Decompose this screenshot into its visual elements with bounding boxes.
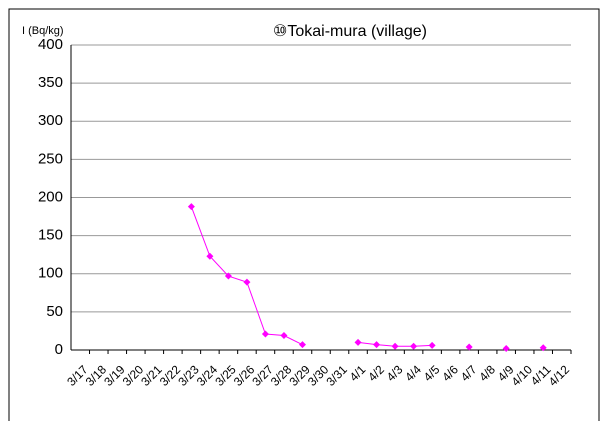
series-line	[190, 206, 303, 346]
data-point	[539, 344, 547, 352]
y-tick-label: 0	[55, 341, 63, 358]
data-point	[298, 341, 306, 349]
data-point	[261, 330, 269, 338]
chart-frame	[8, 8, 600, 426]
y-tick-label: 100	[38, 265, 63, 282]
y-tick-label: 250	[38, 150, 63, 167]
data-point	[502, 344, 510, 352]
data-point	[187, 203, 195, 211]
y-tick-label: 150	[38, 227, 63, 244]
y-tick-label: 50	[46, 303, 63, 320]
y-tick-label: 300	[38, 112, 63, 129]
data-point	[224, 272, 232, 280]
data-point	[410, 342, 418, 350]
data-point	[354, 338, 362, 346]
data-point	[206, 252, 214, 260]
data-point	[373, 341, 381, 349]
y-tick-label: 400	[38, 36, 63, 53]
chart-title: ⑩Tokai-mura (village)	[273, 23, 427, 40]
data-point	[391, 342, 399, 350]
data-point	[428, 341, 436, 349]
x-tick-label: 3/31	[323, 362, 350, 389]
data-point	[243, 278, 251, 286]
y-tick-label: 350	[38, 74, 63, 91]
x-tick-label: 4/12	[546, 362, 573, 389]
data-point	[280, 332, 288, 340]
y-axis-label: I (Bq/kg)	[22, 25, 64, 37]
data-point	[465, 343, 473, 351]
y-tick-label: 200	[38, 188, 63, 205]
